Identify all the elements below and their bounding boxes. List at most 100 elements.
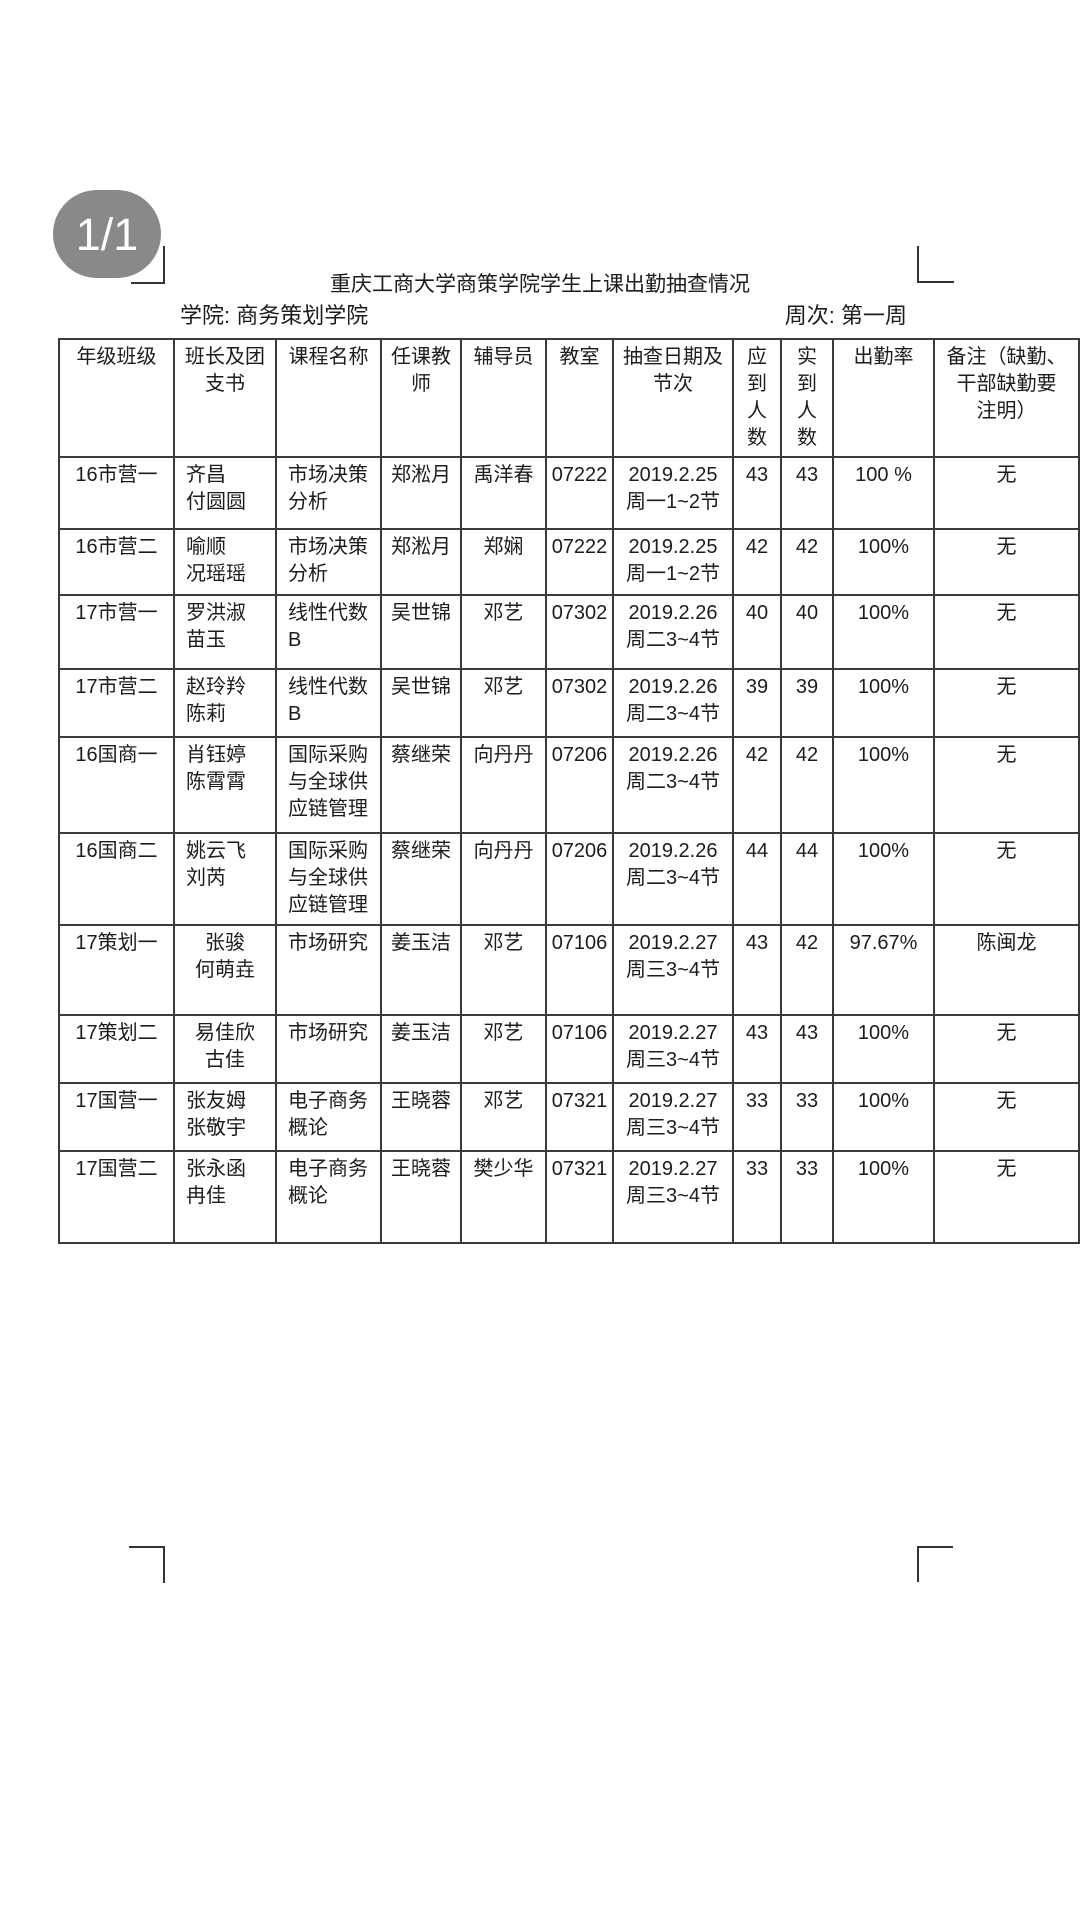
cell-grade-class: 16市营一 <box>58 456 175 530</box>
cell-monitor: 张骏 何萌垚 <box>173 924 277 1016</box>
cell-remark: 无 <box>933 528 1080 596</box>
cell-actual-count: 39 <box>780 668 834 738</box>
header-remark: 备注（缺勤、 干部缺勤要 注明） <box>933 338 1080 458</box>
cell-date: 2019.2.27 周三3~4节 <box>612 1014 734 1084</box>
cell-teacher: 吴世锦 <box>380 594 462 670</box>
cell-expected-count: 44 <box>732 832 782 926</box>
cell-expected-count: 33 <box>732 1082 782 1152</box>
header-actual-count: 实到 人数 <box>780 338 834 458</box>
cell-teacher: 蔡继荣 <box>380 736 462 834</box>
cell-counselor: 禹洋春 <box>460 456 547 530</box>
header-expected-count: 应到 人数 <box>732 338 782 458</box>
cell-counselor: 邓艺 <box>460 594 547 670</box>
table-row: 17策划二 易佳欣 古佳 市场研究 姜玉洁 邓艺 07106 2019.2.27 周… <box>58 1014 1080 1084</box>
crop-mark-bottom-right <box>917 1546 953 1582</box>
cell-actual-count: 42 <box>780 924 834 1016</box>
cell-counselor: 邓艺 <box>460 1082 547 1152</box>
cell-attendance-rate: 100% <box>832 1014 935 1084</box>
cell-room: 07206 <box>545 832 614 926</box>
crop-mark-top-left <box>131 246 165 284</box>
cell-attendance-rate: 100% <box>832 1150 935 1244</box>
cell-teacher: 王晓蓉 <box>380 1082 462 1152</box>
cell-grade-class: 17国营二 <box>58 1150 175 1244</box>
cell-counselor: 邓艺 <box>460 668 547 738</box>
cell-expected-count: 43 <box>732 456 782 530</box>
attendance-table: 年级班级 班长及团 支书 课程名称 任课教师 辅导员 教室 抽查日期及 节次 应到 … <box>58 338 1080 1244</box>
cell-monitor: 喻顺 况瑶瑶 <box>173 528 277 596</box>
cell-actual-count: 42 <box>780 736 834 834</box>
cell-teacher: 姜玉洁 <box>380 1014 462 1084</box>
page-indicator-badge: 1/1 <box>53 190 161 278</box>
cell-expected-count: 43 <box>732 1014 782 1084</box>
cell-room: 07206 <box>545 736 614 834</box>
cell-room: 07106 <box>545 924 614 1016</box>
header-monitor: 班长及团 支书 <box>173 338 277 458</box>
cell-teacher: 蔡继荣 <box>380 832 462 926</box>
cell-monitor: 赵玲羚 陈莉 <box>173 668 277 738</box>
cell-course: 电子商务 概论 <box>275 1082 382 1152</box>
header-counselor: 辅导员 <box>460 338 547 458</box>
cell-room: 07106 <box>545 1014 614 1084</box>
cell-remark: 无 <box>933 1150 1080 1244</box>
cell-expected-count: 43 <box>732 924 782 1016</box>
cell-expected-count: 40 <box>732 594 782 670</box>
cell-room: 07321 <box>545 1082 614 1152</box>
cell-actual-count: 33 <box>780 1082 834 1152</box>
cell-course: 市场研究 <box>275 1014 382 1084</box>
table-row: 16市营二 喻顺 况瑶瑶 市场决策 分析 郑淞月 郑娴 07222 2019.2.2… <box>58 528 1080 596</box>
cell-course: 国际采购 与全球供 应链管理 <box>275 832 382 926</box>
table-row: 16市营一 齐昌 付圆圆 市场决策 分析 郑淞月 禹洋春 07222 2019.2.… <box>58 456 1080 530</box>
cell-expected-count: 33 <box>732 1150 782 1244</box>
table-row: 17市营二 赵玲羚 陈莉 线性代数 B 吴世锦 邓艺 07302 2019.2.26… <box>58 668 1080 738</box>
cell-actual-count: 42 <box>780 528 834 596</box>
doc-title: 重庆工商大学商策学院学生上课出勤抽查情况 <box>330 273 750 296</box>
cell-remark: 陈闽龙 <box>933 924 1080 1016</box>
cell-remark: 无 <box>933 832 1080 926</box>
cell-teacher: 姜玉洁 <box>380 924 462 1016</box>
crop-mark-bottom-left <box>129 1546 165 1583</box>
cell-remark: 无 <box>933 594 1080 670</box>
cell-grade-class: 17市营一 <box>58 594 175 670</box>
cell-remark: 无 <box>933 1082 1080 1152</box>
cell-teacher: 王晓蓉 <box>380 1150 462 1244</box>
cell-room: 07222 <box>545 456 614 530</box>
cell-counselor: 向丹丹 <box>460 832 547 926</box>
cell-date: 2019.2.26 周二3~4节 <box>612 832 734 926</box>
cell-teacher: 郑淞月 <box>380 456 462 530</box>
cell-actual-count: 40 <box>780 594 834 670</box>
header-grade-class: 年级班级 <box>58 338 175 458</box>
cell-course: 电子商务 概论 <box>275 1150 382 1244</box>
cell-teacher: 郑淞月 <box>380 528 462 596</box>
cell-counselor: 邓艺 <box>460 924 547 1016</box>
table-row: 17市营一 罗洪淑 苗玉 线性代数 B 吴世锦 邓艺 07302 2019.2.26… <box>58 594 1080 670</box>
cell-room: 07321 <box>545 1150 614 1244</box>
cell-date: 2019.2.26 周二3~4节 <box>612 594 734 670</box>
cell-counselor: 郑娴 <box>460 528 547 596</box>
page-indicator-label: 1/1 <box>75 208 139 260</box>
cell-remark: 无 <box>933 1014 1080 1084</box>
cell-date: 2019.2.26 周二3~4节 <box>612 736 734 834</box>
cell-course: 市场决策 分析 <box>275 456 382 530</box>
cell-date: 2019.2.25 周一1~2节 <box>612 456 734 530</box>
cell-monitor: 张友姆 张敬宇 <box>173 1082 277 1152</box>
cell-course: 国际采购 与全球供 应链管理 <box>275 736 382 834</box>
cell-course: 市场决策 分析 <box>275 528 382 596</box>
cell-monitor: 罗洪淑 苗玉 <box>173 594 277 670</box>
week-label: 周次: 第一周 <box>784 303 907 328</box>
cell-remark: 无 <box>933 736 1080 834</box>
cell-counselor: 樊少华 <box>460 1150 547 1244</box>
cell-grade-class: 17策划二 <box>58 1014 175 1084</box>
cell-attendance-rate: 100% <box>832 668 935 738</box>
header-course: 课程名称 <box>275 338 382 458</box>
cell-date: 2019.2.27 周三3~4节 <box>612 924 734 1016</box>
cell-actual-count: 33 <box>780 1150 834 1244</box>
table-row: 16国商一 肖钰婷 陈霄霄 国际采购 与全球供 应链管理 蔡继荣 向丹丹 07206 … <box>58 736 1080 834</box>
cell-monitor: 齐昌 付圆圆 <box>173 456 277 530</box>
cell-grade-class: 16国商一 <box>58 736 175 834</box>
table-row: 17国营二 张永函 冉佳 电子商务 概论 王晓蓉 樊少华 07321 2019.2.… <box>58 1150 1080 1244</box>
header-row: 年级班级 班长及团 支书 课程名称 任课教师 辅导员 教室 抽查日期及 节次 应到 … <box>58 338 1080 458</box>
cell-monitor: 肖钰婷 陈霄霄 <box>173 736 277 834</box>
cell-attendance-rate: 97.67% <box>832 924 935 1016</box>
doc-subtitle-row: 学院: 商务策划学院 周次: 第一周 <box>180 302 907 330</box>
